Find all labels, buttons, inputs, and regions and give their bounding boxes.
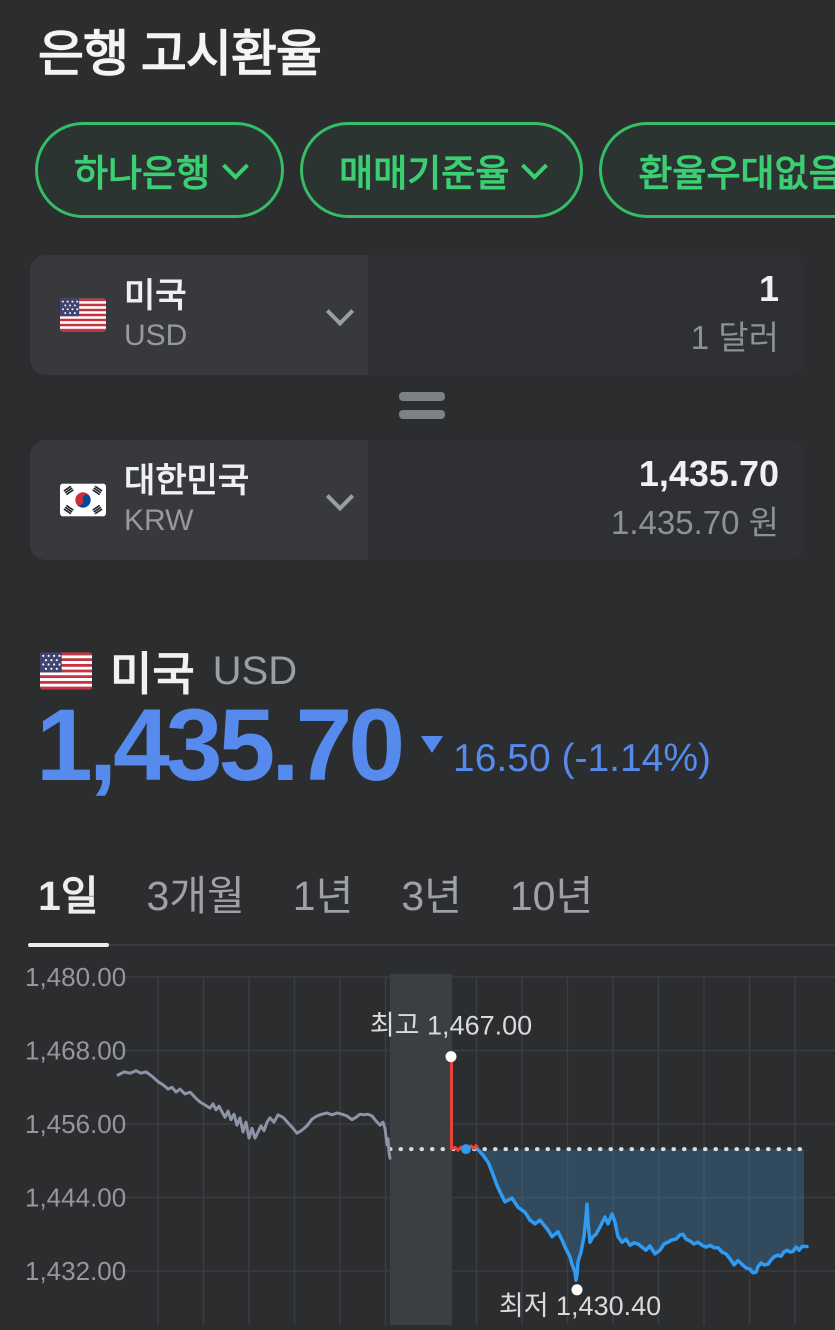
- to-amount-label: 1.435.70 원: [611, 504, 779, 541]
- to-amount-field[interactable]: 1,435.70 1.435.70 원: [368, 440, 805, 560]
- discount-pill[interactable]: 환율우대없음: [599, 122, 835, 218]
- quote-country-name: 미국: [110, 648, 195, 700]
- chevron-down-icon: [222, 152, 250, 180]
- converter-from-card: 미국 USD 1 1 달러: [30, 255, 805, 375]
- svg-text:1,480.00: 1,480.00: [25, 962, 126, 992]
- kr-flag-icon: [60, 483, 106, 517]
- bank-select-pill[interactable]: 하나은행: [35, 122, 285, 218]
- rate-chart-svg[interactable]: 1,480.00 1,468.00 1,456.00 1,444.00 1,432.00…: [0, 940, 835, 1325]
- to-currency-code: KRW: [124, 504, 194, 537]
- rate-type-label: 매매기준율: [339, 153, 510, 194]
- from-amount-field[interactable]: 1 1 달러: [368, 255, 805, 375]
- svg-text:최고 1,467.00: 최고 1,467.00: [370, 1011, 532, 1041]
- rate-chart[interactable]: 1,480.00 1,468.00 1,456.00 1,444.00 1,432.00…: [0, 940, 835, 1325]
- from-amount-value: 1: [758, 268, 779, 309]
- rate-type-pill[interactable]: 매매기준율: [300, 122, 584, 218]
- from-currency-code: USD: [124, 319, 188, 352]
- filter-bar: 하나은행 매매기준율 환율우대없음: [35, 122, 835, 218]
- svg-text:1,468.00: 1,468.00: [25, 1036, 126, 1066]
- svg-text:1,444.00: 1,444.00: [25, 1183, 126, 1213]
- from-country-name: 미국: [124, 277, 187, 315]
- tab-1year[interactable]: 1년: [292, 873, 354, 919]
- tab-10years[interactable]: 10년: [509, 873, 594, 919]
- from-amount-label: 1 달러: [690, 319, 779, 356]
- chevron-down-icon: [521, 152, 549, 180]
- to-currency-selector[interactable]: 대한민국 KRW: [30, 440, 368, 560]
- to-country-name: 대한민국: [124, 462, 250, 500]
- quote-currency-code: USD: [212, 648, 298, 693]
- discount-label: 환율우대없음: [638, 153, 835, 194]
- tab-3years[interactable]: 3년: [401, 873, 462, 919]
- us-flag-icon: [60, 298, 106, 332]
- chevron-down-icon: [325, 297, 355, 327]
- from-currency-selector[interactable]: 미국 USD: [30, 255, 368, 375]
- rate-change: 16.50 (-1.14%): [453, 737, 712, 781]
- chevron-down-icon: [325, 482, 355, 512]
- svg-text:1,456.00: 1,456.00: [25, 1109, 126, 1139]
- tab-3months[interactable]: 3개월: [146, 873, 245, 919]
- svg-text:최저 1,430.40: 최저 1,430.40: [499, 1291, 661, 1321]
- svg-text:1,432.00: 1,432.00: [25, 1256, 126, 1286]
- current-rate: 1,435.70: [36, 688, 405, 802]
- quote-header: 미국 USD: [40, 638, 297, 704]
- equals-icon: [399, 392, 445, 428]
- down-triangle-icon: [421, 736, 444, 754]
- us-flag-icon: [40, 652, 92, 690]
- price-row: 1,435.70 16.50 (-1.14%): [36, 688, 712, 802]
- period-tabs: 1일 3개월 1년 3년 10년: [28, 862, 835, 947]
- page-title: 은행 고시환율: [38, 26, 322, 82]
- to-amount-value: 1,435.70: [638, 453, 779, 494]
- bank-select-label: 하나은행: [74, 153, 211, 194]
- converter-to-card: 대한민국 KRW 1,435.70 1.435.70 원: [30, 440, 805, 560]
- tab-1day[interactable]: 1일: [28, 862, 108, 947]
